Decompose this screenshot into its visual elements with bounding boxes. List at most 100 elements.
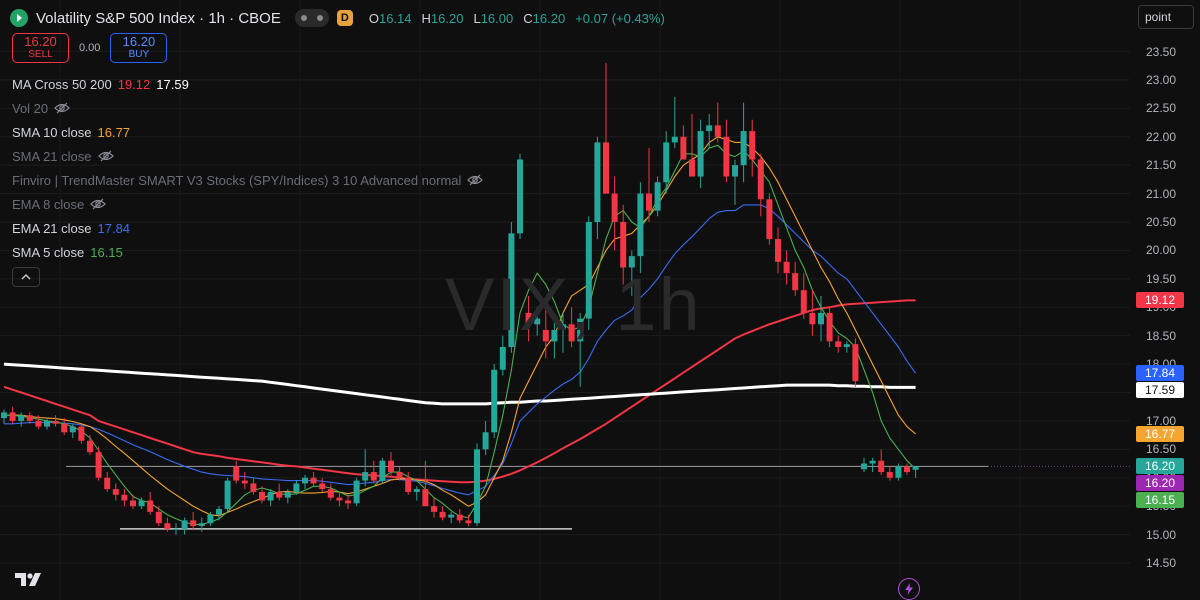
ohlc-key: O [368,10,379,26]
symbol-watermark: VIX, 1h [445,263,702,346]
candle-body [732,165,738,177]
legend-row[interactable]: Vol 20 [12,96,483,120]
scale-mode-input[interactable]: point [1138,5,1194,29]
candle-body [95,452,102,478]
candle-body [224,480,231,510]
legend-value: 16.77 [97,124,131,140]
candle-body [861,463,867,470]
y-tick-label: 20.50 [1146,215,1177,229]
y-tick-label: 22.00 [1146,129,1177,144]
y-tick-label: 23.50 [1146,44,1177,59]
candle-body [542,329,549,342]
candle-body [18,415,25,421]
candle-body [327,489,334,498]
ohlc-value: 16.20 [532,10,566,26]
candle-body [628,256,635,268]
legend-label: MA Cross 50 200 [12,76,112,92]
candle-body [216,509,222,515]
visibility-toggle[interactable] [294,9,329,27]
candle-body [474,449,480,524]
legend-row[interactable]: EMA 8 close [12,192,483,216]
candle-body [499,347,506,370]
lightning-icon[interactable] [898,578,920,600]
ohlc-key: C [523,10,533,26]
candle-body [439,511,446,518]
legend-row[interactable]: SMA 21 close [12,144,483,168]
candle-body [319,483,326,490]
candle-body [689,159,695,177]
candle-body [431,506,437,512]
symbol-logo-icon[interactable] [10,9,28,27]
legend-label: Vol 20 [12,100,49,116]
candle-body [835,341,842,348]
candle-body [1,412,7,419]
collapse-legend-button[interactable] [12,267,40,287]
candle-body [284,491,291,498]
candle-body [594,142,601,222]
ohlc-value: 16.14 [378,10,412,26]
candle-body [775,239,781,262]
ohlc-item: +0.07 (+0.43%) [575,11,665,26]
candle-body [267,491,274,501]
candle-body [585,222,592,319]
candle-body [130,500,136,507]
legend-row[interactable]: SMA 10 close 16.77 [12,120,483,144]
candle-body [560,324,566,330]
tradingview-logo[interactable] [14,571,46,592]
hidden-eye-icon[interactable] [467,172,484,188]
hidden-eye-icon[interactable] [90,196,107,212]
candle-body [852,344,859,382]
candle-body [181,520,188,529]
candle-body [302,477,308,484]
candle-body [26,415,33,421]
candle-body [379,460,386,481]
candle-body [87,440,93,453]
candle-body [61,423,68,433]
candle-body [465,520,472,524]
candle-body [646,193,652,211]
buy-button[interactable]: 16.20 BUY [110,33,168,63]
sell-button[interactable]: 16.20 SELL [12,33,69,63]
candle-body [603,142,609,194]
sell-label: SELL [28,49,53,60]
y-tick-label: 15.00 [1146,527,1177,542]
candle-body [173,528,179,530]
candle-body [508,233,515,348]
candle-body [69,426,76,433]
legend-row[interactable]: SMA 5 close 16.15 [12,240,483,264]
candle-body [895,466,902,478]
candle-body [886,472,893,478]
candle-body [491,369,498,433]
candle-body [310,477,317,484]
candle-body [766,199,773,240]
candle-body [353,480,360,504]
candle-body [362,472,369,481]
legend-row[interactable]: Finviro | TrendMaster SMART V3 Stocks (S… [12,168,484,192]
legend-row[interactable]: EMA 21 close 17.84 [12,216,483,240]
legend-value: 17.59 [156,76,189,92]
legend-value: 17.84 [97,220,131,236]
hidden-eye-icon[interactable] [97,148,114,164]
candle-body [413,489,420,492]
dot-icon [316,15,323,21]
candle-body [534,318,541,325]
tradingview-logo-icon [15,573,41,586]
symbol-title[interactable]: Volatility S&P 500 Index · 1h · CBOE [36,9,281,27]
legend-label: EMA 8 close [12,196,85,212]
candle-body [749,131,756,160]
candle-body [293,483,300,492]
hidden-eye-icon[interactable] [54,100,71,116]
market-status-badge[interactable]: D [336,10,353,26]
legend-label: SMA 10 close [12,124,92,140]
candle-body [577,318,584,342]
legend-row[interactable]: MA Cross 50 200 19.12 17.59 [12,72,483,96]
ohlc-value: +0.07 (+0.43%) [575,10,665,26]
candle-body [800,290,807,313]
candle-body [697,131,704,177]
ohlc-item: L16.00 [473,11,513,26]
candle-body [904,466,910,473]
candle-body [818,312,824,325]
candle-body [620,222,627,268]
candle-body [637,193,644,257]
